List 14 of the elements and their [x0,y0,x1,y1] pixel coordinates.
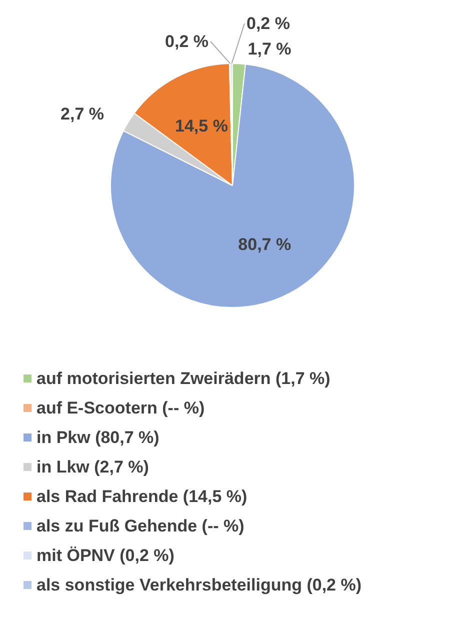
legend-label: als Rad Fahrende (14,5 %) [36,487,248,506]
legend-label: als zu Fuß Gehende (-- %) [36,516,244,536]
data-label: 0,2 % [165,32,209,51]
data-label: 14,5 % [175,116,228,136]
legend-label: als sonstige Verkehrsbeteiligung (0,2 %) [36,576,362,594]
legend-label: auf E-Scootern (-- %) [36,398,205,418]
data-label: 0,2 % [246,14,290,33]
legend-label: auf motorisierten Zweirädern (1,7 %) [36,369,330,388]
data-label: 80,7 % [238,234,292,254]
legend-label: in Lkw (2,7 %) [36,458,149,476]
legend-label: in Pkw (80,7 %) [36,428,160,447]
data-label: 2,7 % [60,104,104,124]
data-label: 1,7 % [248,40,292,59]
legend-label: mit ÖPNV (0,2 %) [36,546,174,565]
